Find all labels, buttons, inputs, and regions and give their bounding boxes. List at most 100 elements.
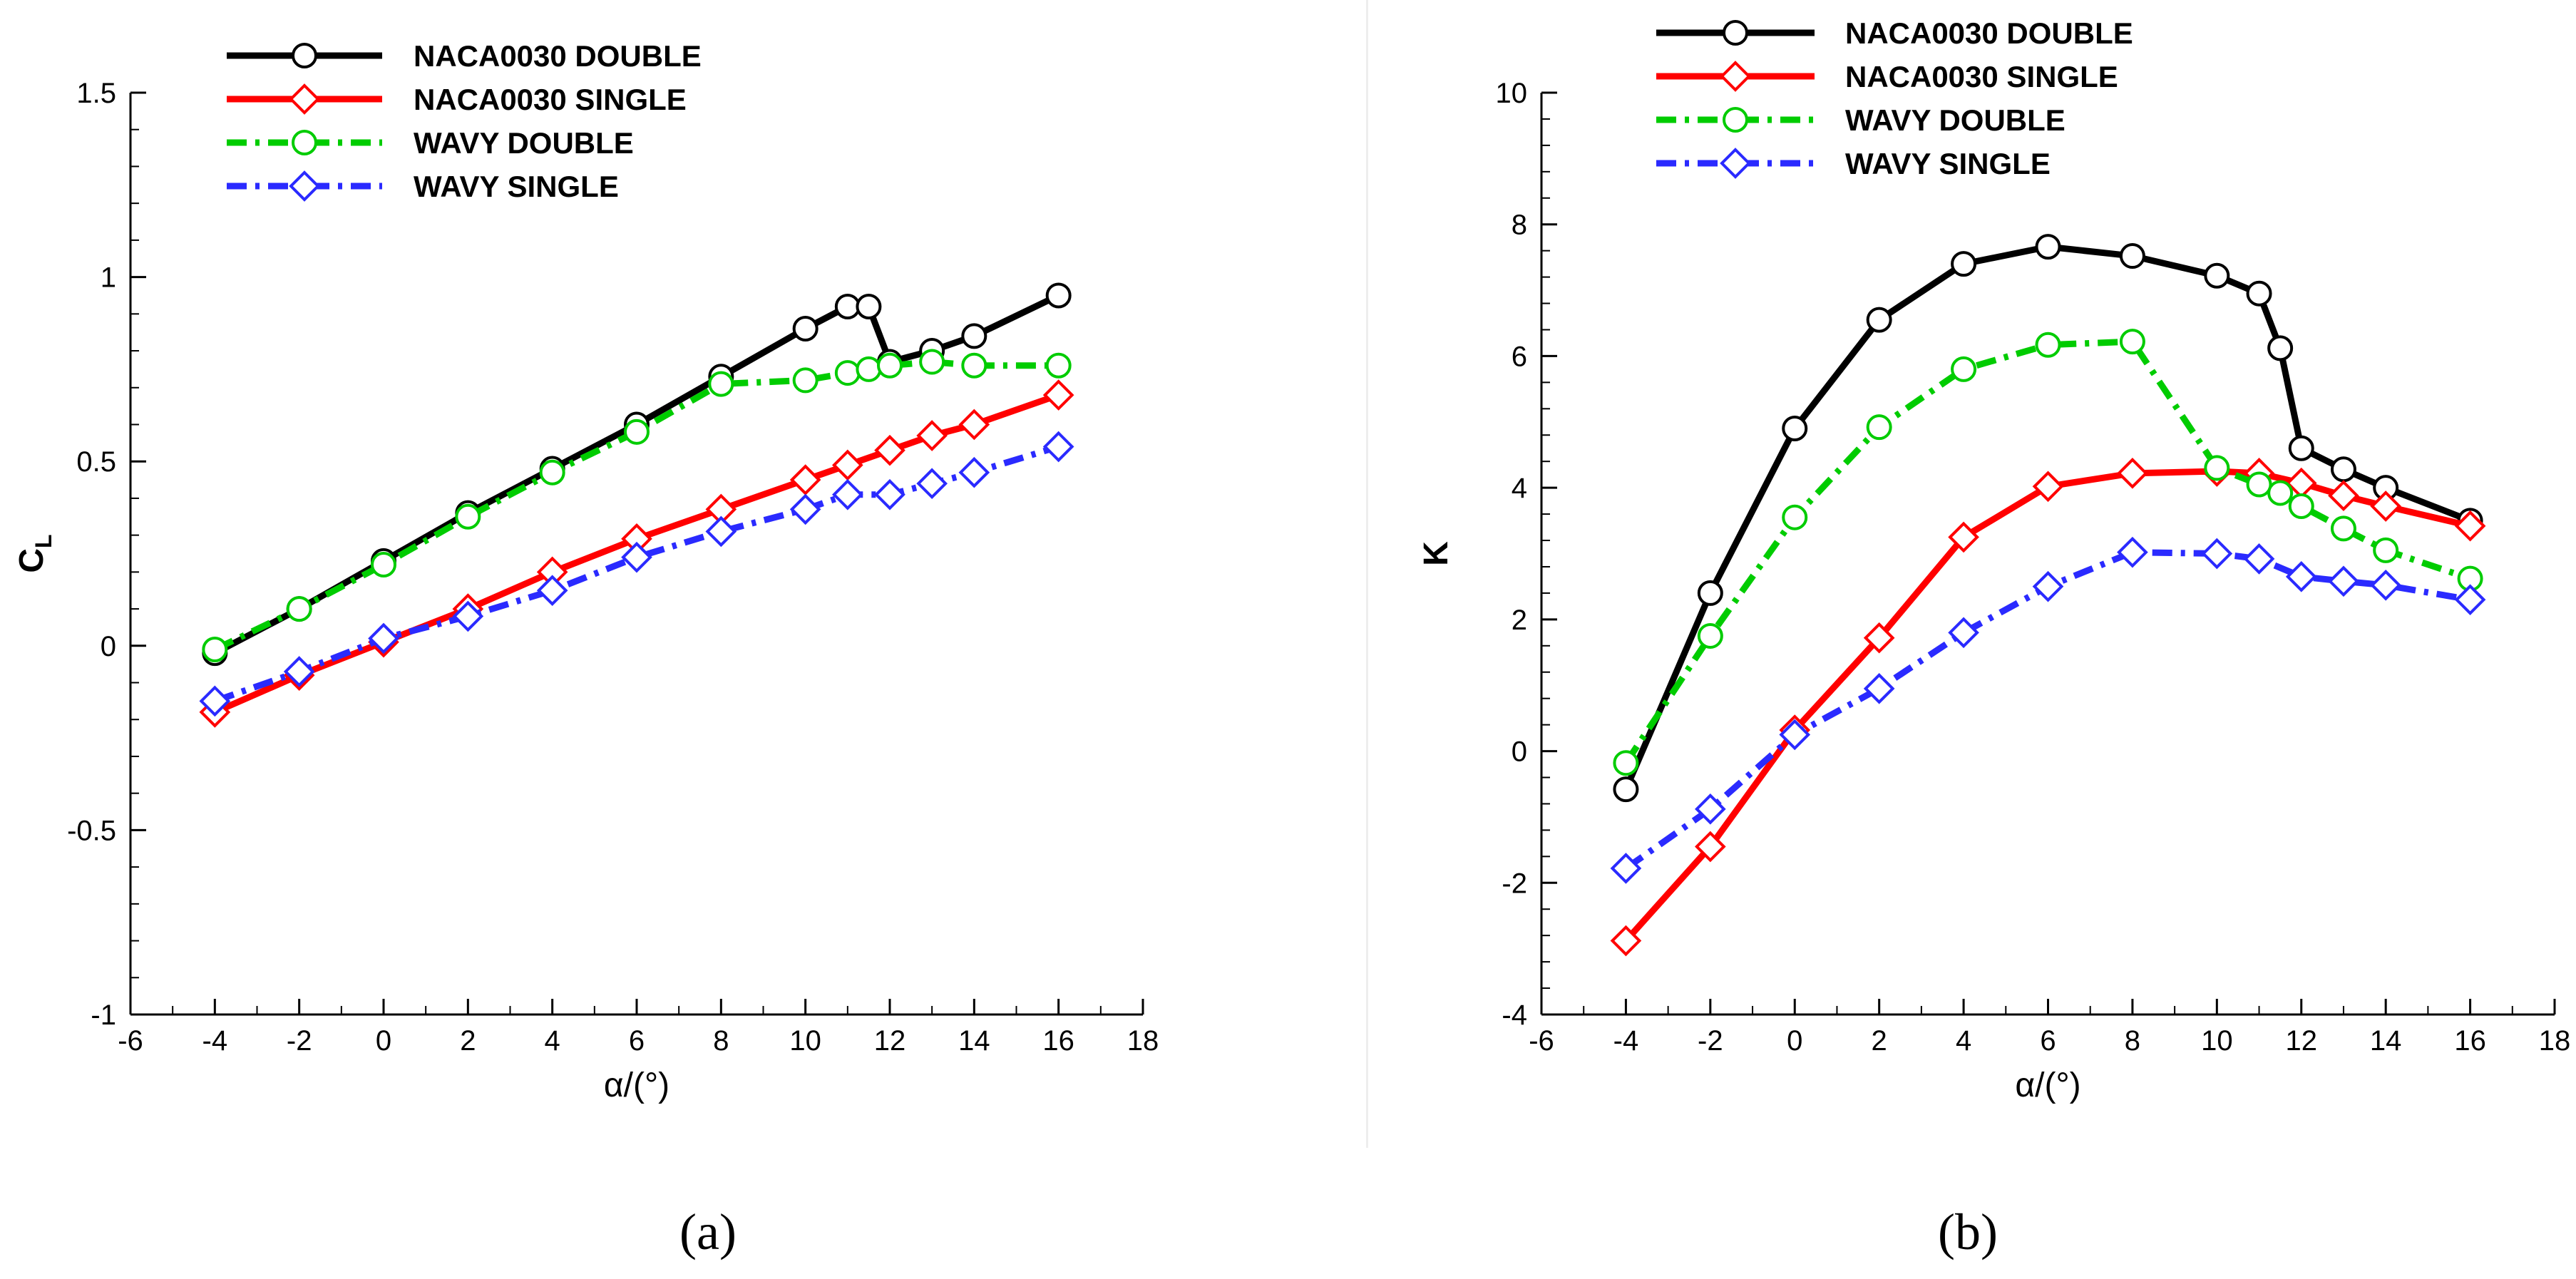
data-point [539, 459, 565, 486]
data-point [958, 456, 990, 488]
data-point [1863, 673, 1895, 704]
y-tick-label: -4 [1502, 1000, 1527, 1031]
series-line [1623, 338, 2472, 765]
y-tick-label: 10 [1496, 78, 1528, 109]
y-tick-label: -2 [1502, 868, 1527, 899]
y-tick-label: 1.5 [76, 78, 116, 109]
y-tick-label: 2 [1512, 605, 1527, 636]
legend-marker [289, 83, 320, 115]
series-line [213, 359, 1059, 653]
data-point [199, 685, 231, 717]
data-point [874, 434, 905, 466]
y-axis-title-main: K [1417, 541, 1455, 566]
data-point [834, 293, 861, 319]
x-tick-label: 6 [629, 1025, 645, 1057]
data-point [2288, 435, 2314, 461]
data-point [832, 478, 863, 510]
data-point [368, 622, 399, 654]
y-axis-title: CL [13, 534, 56, 572]
y-tick-label: 0 [101, 631, 116, 662]
data-point [2119, 329, 2145, 355]
y-tick-label: 0 [1512, 736, 1527, 768]
data-point [1866, 307, 1892, 333]
y-tick-label: 6 [1512, 341, 1527, 372]
legend-marker [1723, 107, 1748, 133]
x-tick-label: 14 [2370, 1025, 2402, 1057]
x-tick-label: 0 [1787, 1025, 1802, 1057]
data-point [2201, 538, 2233, 570]
data-point [202, 636, 228, 662]
series-naca0030-double [1613, 234, 2483, 803]
y-tick-label: -1 [91, 1000, 116, 1031]
data-point [1610, 853, 1642, 884]
legend-label: NACA0030 SINGLE [1845, 60, 2118, 93]
series-wavy-single [1610, 536, 2486, 884]
data-point [2119, 243, 2145, 269]
y-axis-title: K [1417, 541, 1455, 566]
legend-marker [1723, 20, 1748, 46]
data-point [2117, 536, 2148, 568]
data-point [705, 515, 737, 548]
data-point [961, 323, 987, 349]
x-tick-label: 12 [874, 1025, 906, 1057]
data-point [1697, 580, 1723, 606]
x-tick-label: 2 [460, 1025, 476, 1057]
data-point [621, 541, 652, 573]
data-point [1951, 356, 1977, 382]
x-tick-label: 18 [1127, 1025, 1159, 1057]
x-tick-label: -6 [118, 1025, 143, 1057]
data-point [856, 356, 882, 382]
x-tick-label: 4 [545, 1025, 560, 1057]
panel-a: -6 -4 -2 0 2 4 6 8 10 12 14 16 18 -1 -0.5 0 0.5 1 1.5 α/(°)… [13, 39, 1159, 1104]
x-tick-label: -6 [1529, 1025, 1554, 1057]
divider [1366, 0, 1368, 1148]
y-tick-label: -0.5 [67, 815, 116, 846]
data-point [1782, 416, 1808, 442]
data-point [536, 575, 568, 607]
x-tick-label: 8 [713, 1025, 729, 1057]
data-point [789, 464, 821, 495]
legend-label: WAVY DOUBLE [1845, 103, 2066, 137]
data-point [916, 420, 948, 451]
data-point [286, 596, 312, 622]
panel-b-label: (b) [1938, 1203, 1998, 1260]
data-point [2328, 565, 2359, 597]
data-point [832, 449, 863, 481]
x-tick-label: 8 [2125, 1025, 2140, 1057]
legend-marker [292, 43, 317, 68]
data-point [1951, 251, 1977, 277]
data-point [792, 316, 819, 342]
legend-label: NACA0030 DOUBLE [1845, 16, 2133, 50]
data-point [1042, 431, 1074, 463]
data-point [2267, 480, 2294, 506]
panel-b: -6 -4 -2 0 2 4 6 8 10 12 14 16 18-4-20246810α/(°)KNA… [1417, 16, 2570, 1104]
legend-marker [289, 170, 320, 202]
data-point [1782, 504, 1808, 530]
data-point [708, 371, 734, 397]
y-tick-label: 8 [1512, 210, 1527, 241]
data-point [874, 478, 905, 510]
data-point [1948, 617, 1979, 649]
data-point [2035, 332, 2061, 358]
data-point [455, 503, 481, 530]
legend-marker [292, 130, 317, 155]
data-point [2285, 560, 2317, 592]
x-tick-label: 4 [1956, 1025, 1971, 1057]
x-tick-label: 10 [789, 1025, 821, 1057]
data-point [283, 656, 315, 687]
data-point [2370, 570, 2401, 601]
x-tick-label: 10 [2201, 1025, 2233, 1057]
data-point [961, 352, 987, 379]
data-point [958, 409, 990, 441]
data-point [2032, 471, 2064, 503]
data-point [624, 418, 650, 445]
series-wavy-double [202, 349, 1072, 662]
data-point [2330, 515, 2356, 542]
x-tick-label: 12 [2286, 1025, 2318, 1057]
x-tick-label: 16 [2454, 1025, 2486, 1057]
data-point [834, 360, 861, 386]
data-point [2243, 543, 2275, 575]
y-axis-title-main: C [13, 548, 51, 573]
legend-label: WAVY DOUBLE [414, 126, 634, 160]
data-point [919, 349, 945, 375]
